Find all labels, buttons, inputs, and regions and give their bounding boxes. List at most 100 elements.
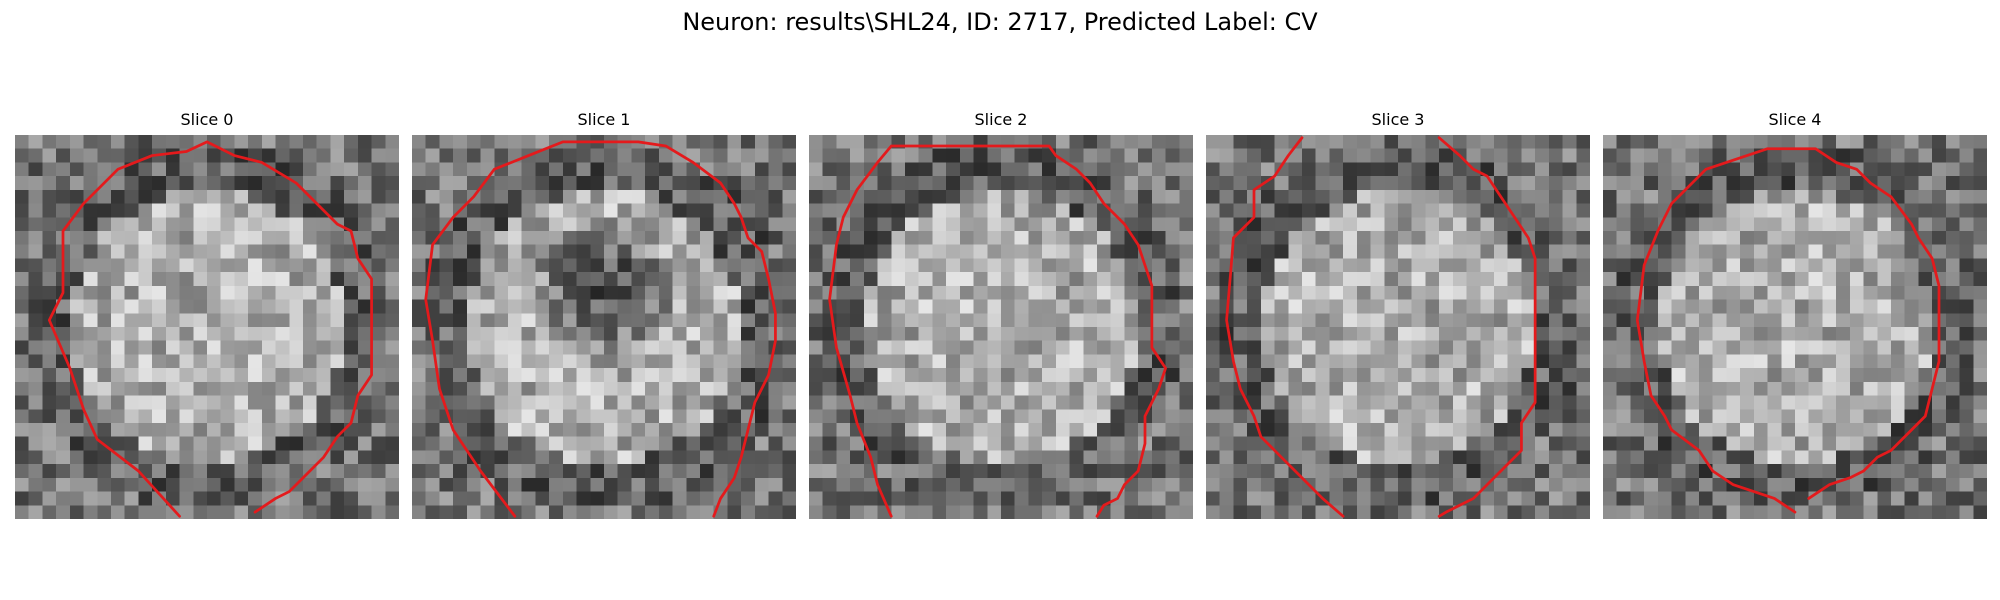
image-pixel [1781, 135, 1796, 149]
image-pixel [1685, 189, 1700, 204]
image-pixel [1179, 368, 1193, 383]
image-pixel [344, 217, 359, 232]
image-pixel [165, 217, 180, 232]
image-pixel [1480, 135, 1495, 149]
image-pixel [1480, 505, 1495, 519]
image-pixel [494, 299, 509, 314]
image-pixel [1973, 327, 1987, 341]
image-pixel [371, 409, 386, 424]
image-pixel [590, 217, 605, 232]
image-pixel [1302, 285, 1316, 300]
image-pixel [1685, 162, 1700, 177]
image-pixel [1781, 381, 1796, 396]
image-pixel [1712, 354, 1727, 369]
image-pixel [959, 176, 974, 191]
image-pixel [604, 395, 618, 410]
image-pixel [1644, 176, 1659, 191]
image-pixel [1795, 135, 1809, 149]
image-pixel [1699, 217, 1713, 232]
image-pixel [1219, 477, 1234, 492]
image-pixel [42, 231, 57, 245]
image-pixel [1753, 354, 1768, 369]
image-pixel [1411, 135, 1426, 149]
image-pixel [1370, 272, 1385, 287]
image-pixel [1904, 450, 1919, 465]
image-pixel [727, 381, 742, 396]
image-pixel [1932, 203, 1947, 218]
image-pixel [918, 162, 933, 177]
image-pixel [111, 285, 125, 300]
image-pixel [700, 395, 714, 410]
image-pixel [453, 285, 468, 300]
image-pixel [56, 423, 71, 437]
image-pixel [617, 258, 632, 273]
image-pixel [1808, 189, 1823, 204]
image-pixel [165, 450, 180, 465]
image-pixel [1616, 148, 1631, 163]
image-pixel [686, 135, 701, 149]
image-pixel [1356, 244, 1371, 259]
image-pixel [1918, 450, 1933, 465]
image-pixel [946, 162, 961, 177]
image-pixel [1151, 244, 1166, 259]
image-pixel [1411, 203, 1426, 218]
image-pixel [1466, 203, 1481, 218]
image-pixel [1726, 505, 1741, 519]
image-pixel [1877, 162, 1892, 177]
image-pixel [275, 203, 290, 218]
image-pixel [590, 423, 605, 437]
image-pixel [1343, 464, 1358, 479]
image-pixel [69, 409, 84, 424]
image-pixel [1151, 162, 1166, 177]
image-pixel [69, 231, 84, 245]
image-pixel [138, 423, 153, 437]
image-pixel [357, 423, 372, 437]
image-pixel [179, 299, 194, 314]
image-pixel [1671, 395, 1686, 410]
image-pixel [1822, 491, 1837, 506]
image-pixel [1959, 176, 1974, 191]
image-pixel [28, 176, 43, 191]
image-pixel [672, 135, 687, 149]
image-pixel [1028, 368, 1043, 383]
image-pixel [700, 148, 714, 163]
image-pixel [1356, 368, 1371, 383]
image-pixel [303, 491, 317, 506]
image-pixel [946, 423, 961, 437]
image-pixel [1083, 381, 1098, 396]
image-pixel [1480, 381, 1495, 396]
image-pixel [1480, 327, 1495, 341]
image-pixel [275, 409, 290, 424]
image-pixel [1576, 162, 1590, 177]
image-pixel [590, 395, 605, 410]
image-pixel [1083, 313, 1098, 328]
image-pixel [576, 313, 591, 328]
image-pixel [344, 436, 359, 451]
image-pixel [836, 299, 851, 314]
image-pixel [1138, 313, 1153, 328]
image-pixel [891, 189, 906, 204]
image-pixel [275, 244, 290, 259]
image-pixel [357, 244, 372, 259]
image-pixel [330, 368, 345, 383]
image-pixel [1808, 176, 1823, 191]
image-pixel [179, 189, 194, 204]
image-pixel [1795, 244, 1809, 259]
image-pixel [1274, 436, 1289, 451]
image-pixel [1014, 409, 1029, 424]
image-pixel [809, 231, 823, 245]
image-pixel [28, 409, 43, 424]
image-pixel [1452, 381, 1467, 396]
image-pixel [152, 258, 167, 273]
image-pixel [590, 491, 605, 506]
image-pixel [152, 491, 167, 506]
image-pixel [69, 176, 84, 191]
image-pixel [1370, 135, 1385, 149]
image-pixel [987, 464, 1002, 479]
image-pixel [959, 409, 974, 424]
image-pixel [1726, 231, 1741, 245]
image-pixel [1097, 217, 1111, 232]
image-pixel [97, 231, 112, 245]
image-pixel [234, 203, 249, 218]
image-pixel [1288, 299, 1303, 314]
